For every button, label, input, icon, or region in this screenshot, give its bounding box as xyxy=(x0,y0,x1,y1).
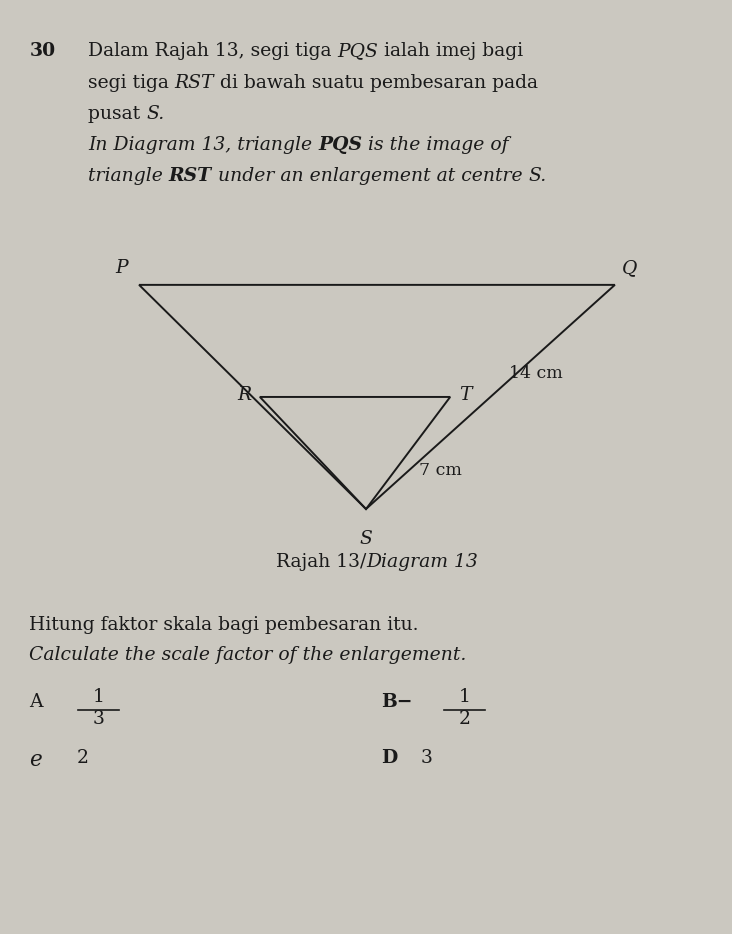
Text: e: e xyxy=(29,749,42,771)
Text: 30: 30 xyxy=(29,42,56,60)
Text: segi tiga: segi tiga xyxy=(88,74,175,92)
Text: RST: RST xyxy=(175,74,214,92)
Text: Hitung faktor skala bagi pembesaran itu.: Hitung faktor skala bagi pembesaran itu. xyxy=(29,616,419,634)
Text: ialah imej bagi: ialah imej bagi xyxy=(378,42,523,60)
Text: Calculate the scale factor of the enlargement.: Calculate the scale factor of the enlarg… xyxy=(29,646,467,664)
Text: PQS: PQS xyxy=(318,136,362,154)
Text: S.: S. xyxy=(529,167,547,185)
Text: Rajah 13/: Rajah 13/ xyxy=(276,553,366,571)
Text: Diagram 13: Diagram 13 xyxy=(366,553,478,571)
Text: D: D xyxy=(381,749,397,767)
Text: 1: 1 xyxy=(93,688,105,706)
Text: 2: 2 xyxy=(77,749,89,767)
Text: Q: Q xyxy=(622,260,638,277)
Text: T: T xyxy=(459,386,471,404)
Text: 2: 2 xyxy=(459,710,471,728)
Text: In Diagram 13, triangle: In Diagram 13, triangle xyxy=(88,136,318,154)
Text: Dalam Rajah 13, segi tiga: Dalam Rajah 13, segi tiga xyxy=(88,42,337,60)
Text: 3: 3 xyxy=(421,749,433,767)
Text: triangle: triangle xyxy=(88,167,168,185)
Text: is the image of: is the image of xyxy=(362,136,509,154)
Text: under an enlargement at centre: under an enlargement at centre xyxy=(212,167,529,185)
Text: di bawah suatu pembesaran pada: di bawah suatu pembesaran pada xyxy=(214,74,538,92)
Text: PQS: PQS xyxy=(337,42,378,60)
Text: 7 cm: 7 cm xyxy=(419,462,462,479)
Text: A: A xyxy=(29,693,42,711)
Text: 1: 1 xyxy=(459,688,471,706)
Text: R: R xyxy=(237,386,251,404)
Text: S: S xyxy=(359,530,373,547)
Text: P: P xyxy=(116,260,128,277)
Text: S.: S. xyxy=(146,105,164,122)
Text: RST: RST xyxy=(168,167,212,185)
Text: pusat: pusat xyxy=(88,105,146,122)
Text: 3: 3 xyxy=(93,710,105,728)
Text: 14 cm: 14 cm xyxy=(509,365,562,382)
Text: B−: B− xyxy=(381,693,412,711)
